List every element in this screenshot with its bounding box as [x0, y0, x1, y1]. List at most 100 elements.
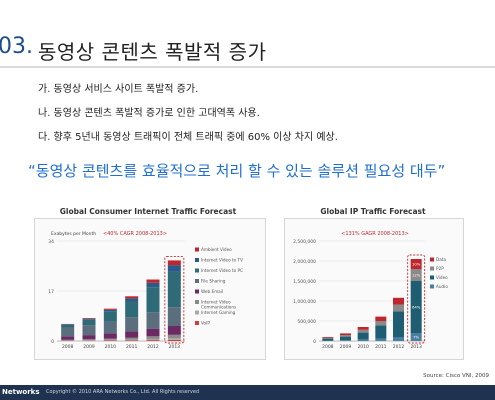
bar-segment	[340, 335, 351, 337]
bar-segment	[322, 337, 334, 338]
legend-label: Communications	[201, 305, 236, 310]
x-tick-label: 2011	[126, 344, 138, 350]
y-tick-label: 2,000,000	[293, 259, 316, 265]
y-axis-label: Exabytes per Month	[51, 231, 96, 237]
legend-label: Internet Gaming	[201, 310, 236, 315]
bar-segment	[103, 309, 117, 312]
y-tick-label: 0	[51, 339, 54, 345]
bar-segment	[393, 304, 404, 312]
cagr-annotation: <131% GAGR 2008-2013>	[341, 231, 409, 237]
x-tick-label: 2010	[357, 344, 369, 350]
bar-segment	[125, 337, 139, 340]
x-tick-label: 2008	[322, 344, 334, 350]
bar-segment	[375, 325, 387, 339]
legend-swatch	[195, 321, 199, 325]
footer-bar: Networks Copyright © 2010 ARA Networks C…	[0, 385, 495, 400]
chart1-title: Global Consumer Internet Traffic Forecas…	[59, 207, 237, 216]
bar-segment	[167, 338, 181, 340]
bar-segment	[146, 282, 160, 288]
bar-segment	[125, 301, 139, 318]
x-tick-label: 2012	[147, 344, 159, 350]
legend-swatch	[195, 289, 199, 294]
legend-swatch	[430, 275, 434, 280]
bar-segment	[82, 339, 96, 341]
legend-label: VoIP	[201, 321, 210, 326]
bar-segment	[103, 338, 117, 340]
chart1-svg: 0 17 34 2008 2009 2010 2011 2012 2013 <40% CAGR 2…	[48, 231, 243, 350]
y-tick-label: 1,000,000	[293, 299, 316, 305]
x-tick-label: 2009	[340, 344, 352, 350]
bar-segment	[410, 259, 422, 269]
chart2-panel: 0 500,000 1,000,000 1,500,000 2,000,000 2,500…	[284, 218, 464, 360]
bullet-item: 다. 향후 5년내 동영상 트래픽이 전체 트래픽 중에 60% 이상 차지 예…	[38, 132, 338, 143]
chart2-svg: 0 500,000 1,000,000 1,500,000 2,000,000 2,500…	[293, 231, 448, 350]
bar-segment	[82, 335, 96, 340]
bar-segment	[357, 327, 369, 330]
bar-segment	[357, 332, 369, 340]
bar-segment	[167, 339, 181, 341]
bar-segment	[61, 324, 75, 328]
bar-segment	[146, 338, 160, 341]
bar-segment	[103, 311, 117, 322]
bar-segment	[103, 339, 117, 341]
bar-segment	[125, 339, 139, 341]
x-tick-label: 2009	[83, 344, 95, 350]
x-tick-label: 2011	[375, 344, 387, 350]
y-tick-label: 2,500,000	[293, 239, 316, 245]
bar-segment	[61, 327, 75, 337]
chart2-title: Global IP Traffic Forecast	[320, 207, 426, 216]
bar-segment	[103, 321, 117, 334]
legend-label: Ambient Video	[201, 247, 232, 252]
bar-segment	[167, 307, 181, 326]
bar-segment	[125, 317, 139, 332]
legend-swatch	[195, 247, 199, 252]
bar-segment	[340, 340, 351, 341]
bar-segment	[357, 329, 369, 333]
chart1-panel: 0 17 34 2008 2009 2010 2011 2012 2013 <40% CAGR 2…	[34, 218, 266, 360]
bar-segment	[393, 297, 404, 305]
legend-label: Audio	[436, 284, 448, 289]
legend-swatch	[430, 266, 434, 271]
bullet-item: 가. 동영상 서비스 사이트 폭발적 증가.	[38, 84, 199, 95]
bar-segment	[125, 340, 139, 341]
footer-brand: Networks	[2, 388, 40, 396]
bar-segment	[167, 265, 181, 272]
bar-segment	[82, 319, 96, 326]
y-tick-label: 34	[48, 239, 54, 245]
legend-label: Internet Video	[201, 300, 231, 305]
bar-segment	[340, 333, 351, 335]
bar-segment	[322, 338, 334, 341]
y-tick-label: 0	[313, 339, 316, 345]
legend-swatch	[430, 284, 434, 289]
y-tick-label: 17	[48, 289, 54, 295]
bar-segment	[357, 339, 369, 341]
bar-segment	[82, 318, 96, 319]
legend-label: P2P	[436, 266, 444, 271]
x-tick-label: 2013	[169, 344, 181, 350]
highlight-quote: “동영상 콘텐츠를 효율적으로 처리 할 수 있는 솔루션 필요성 대두”	[28, 162, 446, 180]
bar-segment	[410, 333, 422, 341]
highlight-box	[407, 254, 426, 344]
bar-segment	[103, 340, 117, 341]
legend-swatch	[195, 310, 199, 315]
legend-label: Internet Video to PC	[201, 268, 243, 273]
x-tick-label: 2010	[105, 344, 117, 350]
bar-segment	[167, 326, 181, 335]
bar-segment	[322, 337, 334, 339]
bar-segment	[410, 269, 422, 281]
bar-segment	[82, 318, 96, 320]
footer-copyright: Copyright © 2010 ARA Networks Co., Ltd. …	[46, 389, 200, 395]
x-tick-label: 2012	[393, 344, 405, 350]
slide-title: 동영상 콘텐츠 폭발적 증가	[38, 40, 267, 64]
bullet-list: 가. 동영상 서비스 사이트 폭발적 증가. 나. 동영상 콘텐츠 폭발적 증가…	[38, 78, 338, 150]
bar-segment	[393, 311, 404, 337]
source-note: Source: Cisco VNI, 2009	[423, 373, 489, 379]
legend-label: Internet Video to TV	[201, 258, 243, 263]
bar-segment	[125, 331, 139, 338]
bar-segment	[103, 308, 117, 310]
bar-percent-label: 10%	[412, 262, 421, 267]
bar-segment	[167, 271, 181, 308]
legend-label: Video	[436, 275, 448, 280]
bar-percent-label: 12%	[412, 273, 421, 278]
x-tick-label: 2013	[410, 344, 422, 350]
